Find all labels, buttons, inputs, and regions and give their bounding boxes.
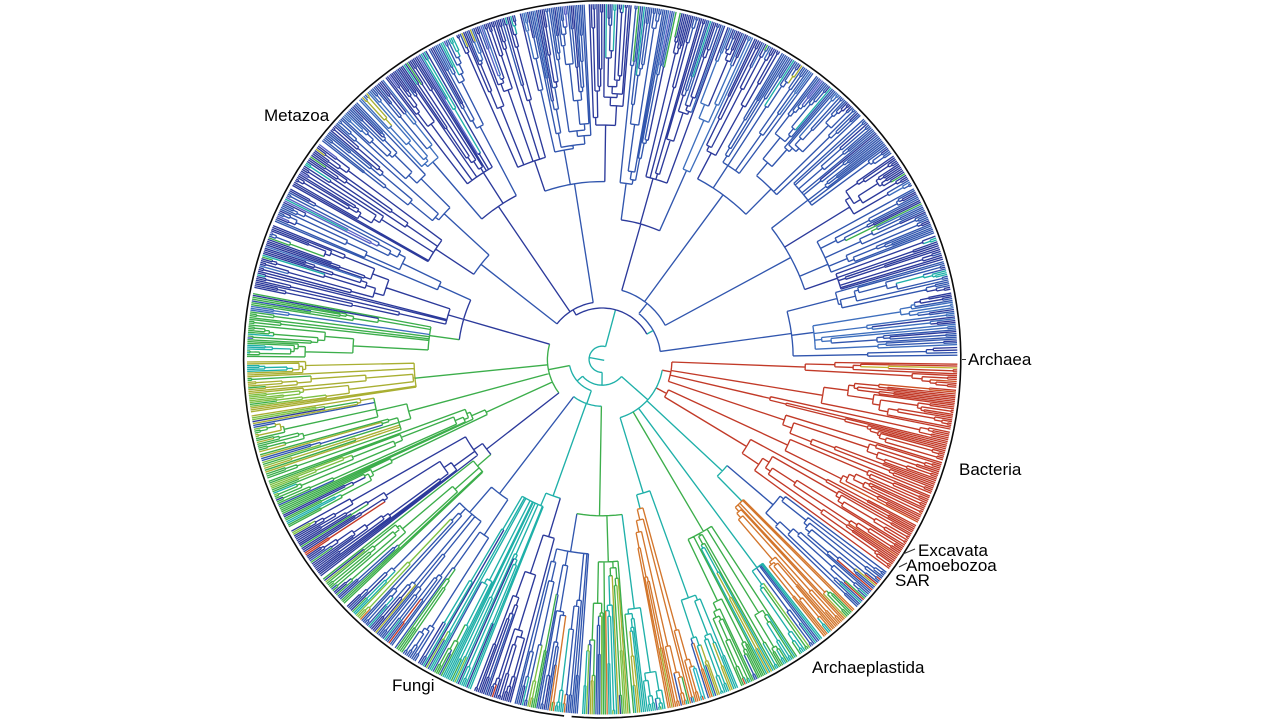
svg-text:Archaeplastida: Archaeplastida (812, 658, 925, 677)
svg-text:Bacteria: Bacteria (959, 460, 1022, 479)
svg-text:Fungi: Fungi (392, 676, 435, 695)
svg-text:Archaea: Archaea (968, 350, 1032, 369)
svg-text:SAR: SAR (895, 571, 930, 590)
svg-text:Amoebozoa: Amoebozoa (906, 556, 997, 575)
svg-text:Metazoa: Metazoa (264, 106, 330, 125)
svg-text:Excavata: Excavata (918, 541, 988, 560)
